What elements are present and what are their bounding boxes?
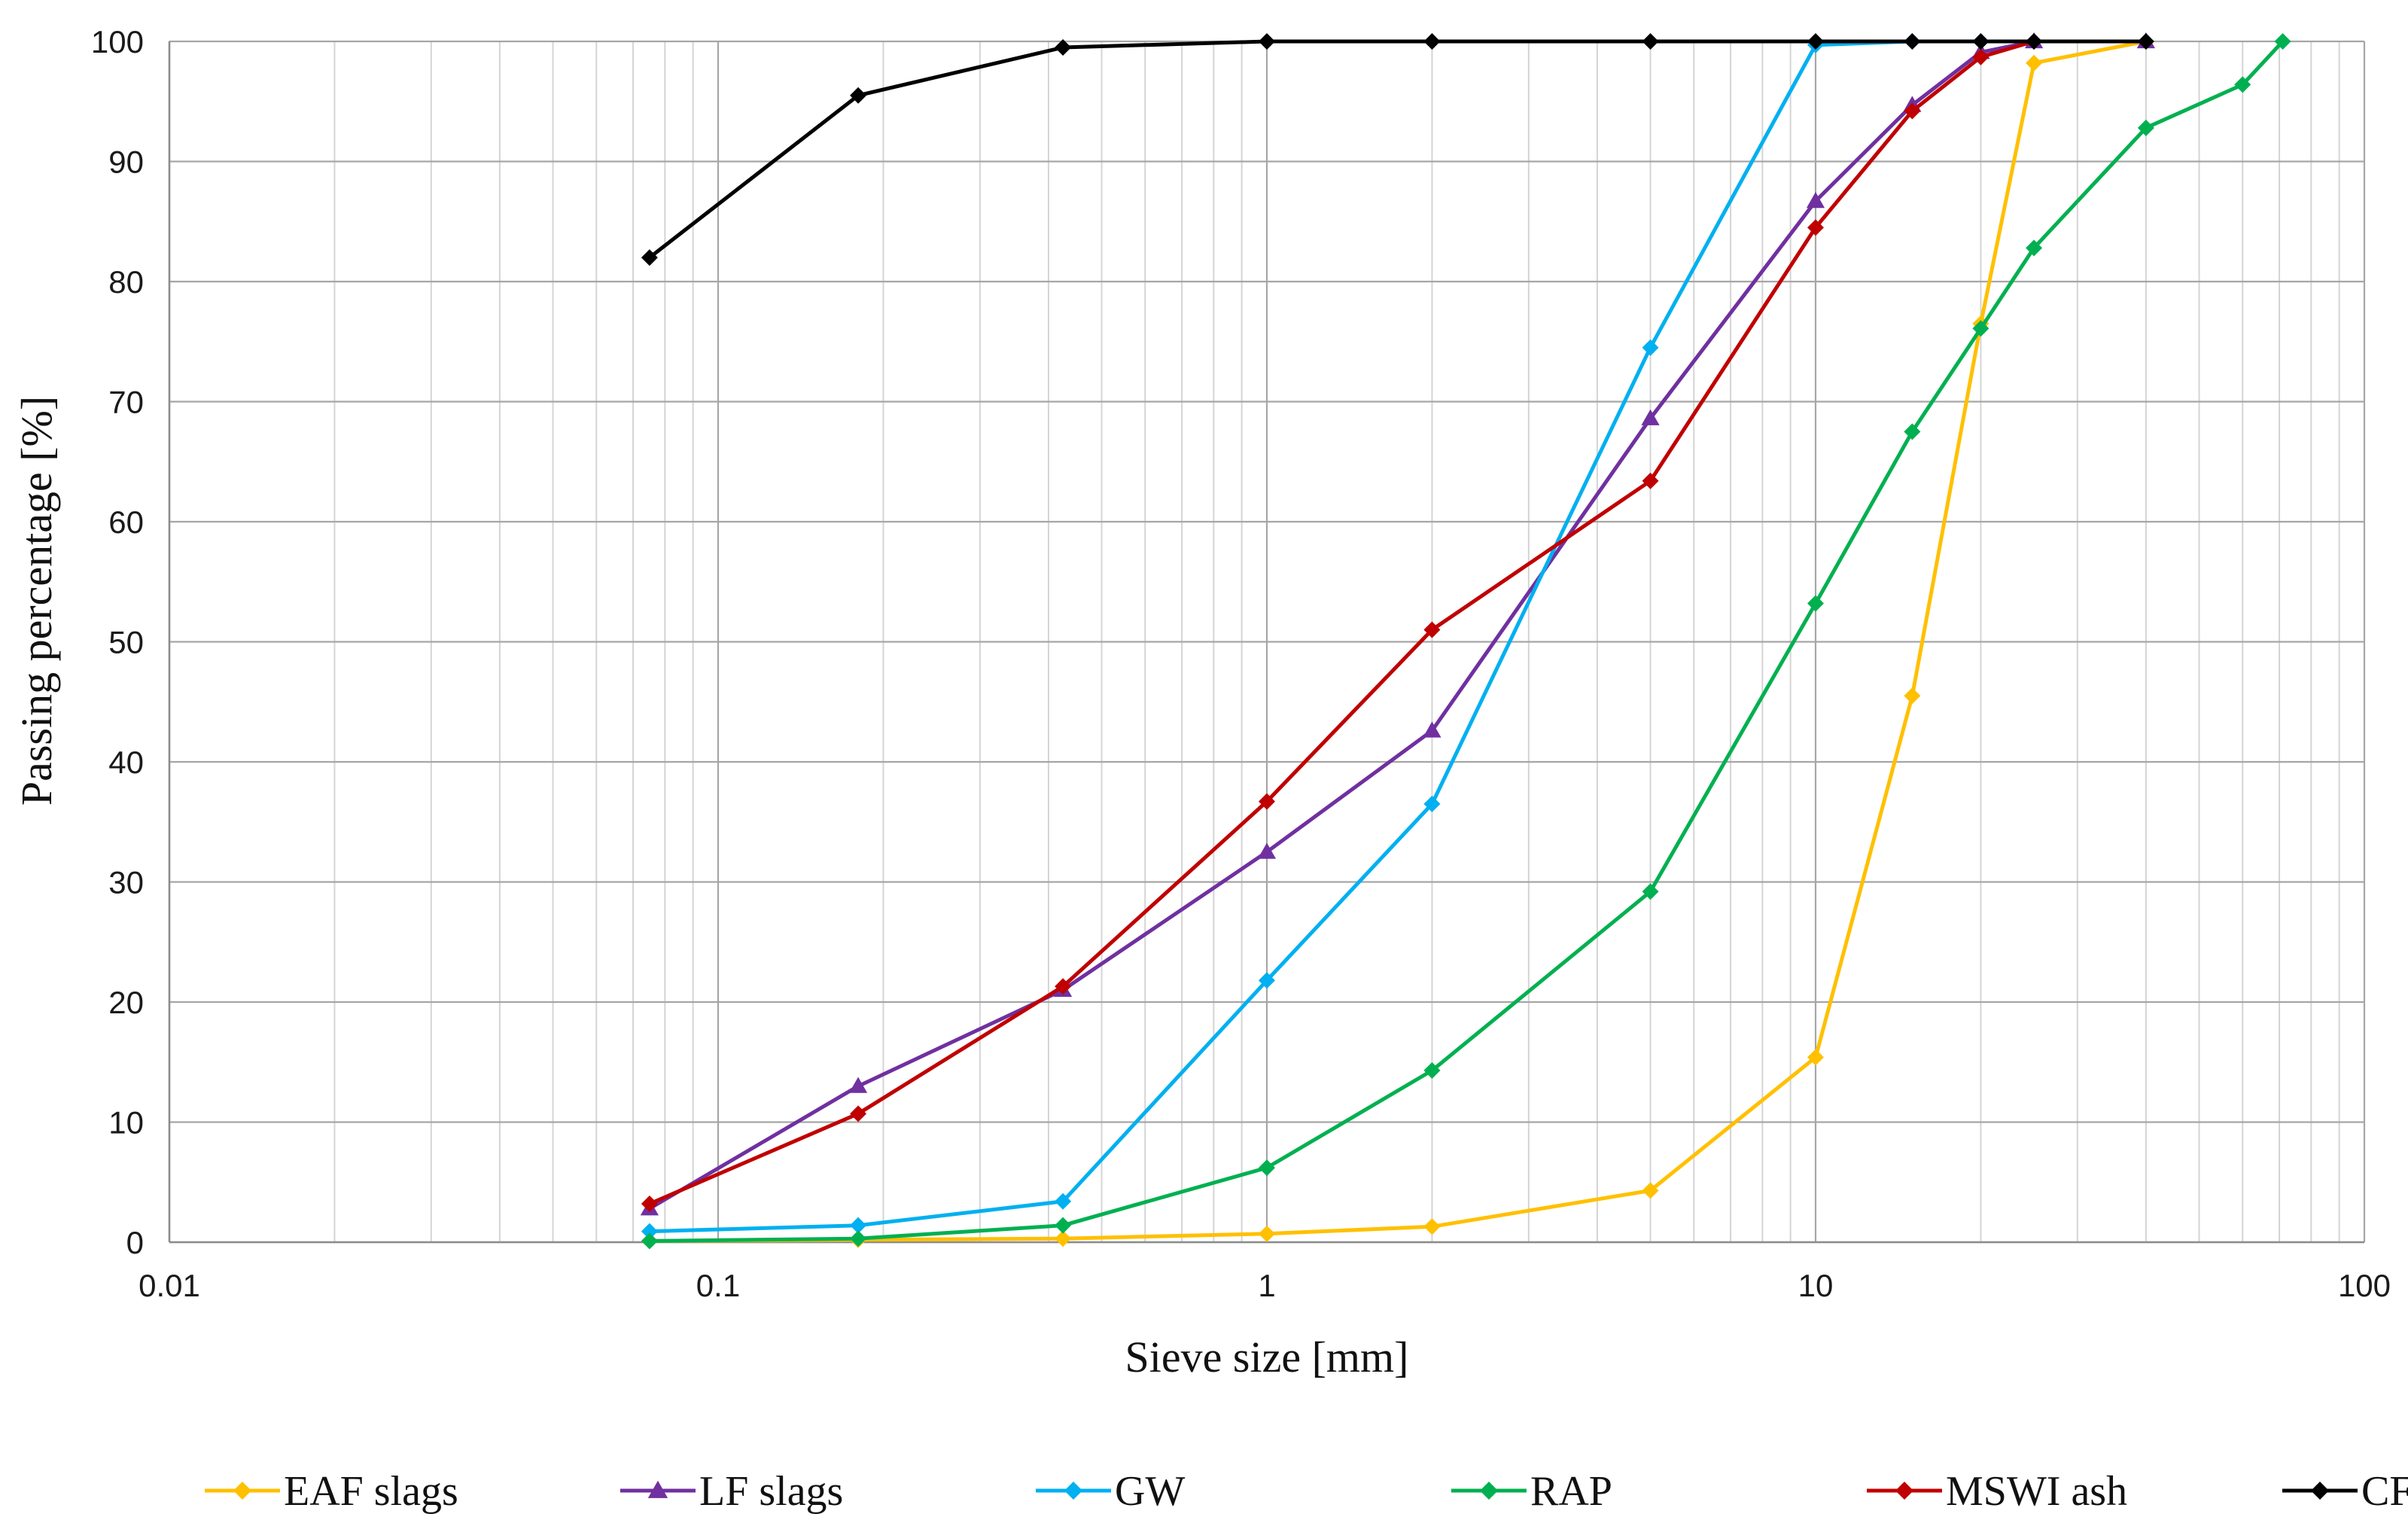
tick-labels: 0 10 20 30 40 50 60 70 80 90 100 0.01 0.1 1 10 100: [91, 24, 2391, 1303]
data-point-eaf-slags: [1423, 1218, 1440, 1235]
series-cf-ash: [641, 33, 2154, 266]
data-point-rap: [641, 1232, 658, 1249]
legend-swatch-marker: [1480, 1482, 1498, 1500]
legend-item-gw: GW: [1036, 1468, 1185, 1515]
series-lf-slags: [641, 32, 2155, 1216]
series-layer: [641, 32, 2291, 1250]
legend-label: GW: [1115, 1468, 1185, 1515]
y-axis-label: Passing percentage [%]: [12, 396, 61, 806]
y-tick-label: 30: [108, 865, 144, 900]
series-line-mswi-ash: [650, 41, 2034, 1204]
legend-item-rap: RAP: [1451, 1468, 1612, 1515]
y-tick-label: 80: [108, 264, 144, 300]
y-tick-label: 50: [108, 625, 144, 660]
legend-label: LF slags: [699, 1468, 843, 1515]
x-tick-label: 0.01: [139, 1268, 200, 1303]
x-tick-label: 1: [1258, 1268, 1275, 1303]
data-point-cf-ash: [1423, 33, 1440, 50]
data-point-eaf-slags: [1904, 687, 1920, 704]
legend-item-eaf-slags: EAF slags: [205, 1468, 458, 1515]
series-line-lf-slags: [650, 41, 2146, 1208]
data-point-rap: [850, 1230, 866, 1247]
y-tick-label: 70: [108, 385, 144, 420]
x-axis-label: Sieve size [mm]: [1125, 1333, 1409, 1381]
data-point-gw: [1642, 340, 1659, 356]
y-tick-label: 0: [126, 1225, 144, 1260]
legend-label: MSWI ash: [1946, 1468, 2127, 1515]
y-tick-label: 100: [91, 24, 144, 59]
data-point-rap: [1259, 1159, 1275, 1176]
data-point-cf-ash: [1259, 33, 1275, 50]
data-point-mswi-ash: [641, 1196, 658, 1212]
data-point-cf-ash: [1972, 33, 1989, 50]
legend-item-cf-ash: CF Ash: [2282, 1468, 2408, 1515]
legend-swatch-marker: [1895, 1482, 1913, 1500]
series-line-cf-ash: [650, 41, 2146, 257]
legend-label: RAP: [1530, 1468, 1612, 1515]
legend-swatch-marker: [2311, 1482, 2329, 1500]
x-tick-label: 0.1: [696, 1268, 740, 1303]
legend-swatch-marker: [1064, 1482, 1082, 1500]
legend-label: CF Ash: [2361, 1468, 2408, 1515]
data-point-rap: [1055, 1217, 1071, 1234]
data-point-eaf-slags: [1259, 1226, 1275, 1242]
legend-swatch-marker: [233, 1482, 251, 1500]
x-tick-label: 100: [2338, 1268, 2391, 1303]
y-tick-label: 90: [108, 145, 144, 180]
legend-item-lf-slags: LF slags: [620, 1468, 843, 1515]
legend-label: EAF slags: [284, 1468, 458, 1515]
series-gw: [641, 33, 2042, 1240]
sieve-chart: 0 10 20 30 40 50 60 70 80 90 100 0.01 0.1 1 10 100 Siev…: [0, 0, 2408, 1520]
y-tick-label: 60: [108, 504, 144, 540]
legend: EAF slags LF slags GW RAP MSWI ash CF Ash: [205, 1468, 2408, 1515]
y-tick-label: 20: [108, 985, 144, 1020]
x-tick-label: 10: [1798, 1268, 1834, 1303]
grid: [169, 41, 2364, 1242]
legend-item-mswi-ash: MSWI ash: [1867, 1468, 2127, 1515]
series-line-gw: [650, 41, 2034, 1232]
data-point-eaf-slags: [2026, 55, 2042, 72]
data-point-cf-ash: [1642, 33, 1659, 50]
y-tick-label: 40: [108, 745, 144, 780]
data-point-rap: [1807, 595, 1824, 611]
series-mswi-ash: [641, 33, 2042, 1212]
y-tick-label: 10: [108, 1105, 144, 1141]
data-point-cf-ash: [1904, 33, 1920, 50]
